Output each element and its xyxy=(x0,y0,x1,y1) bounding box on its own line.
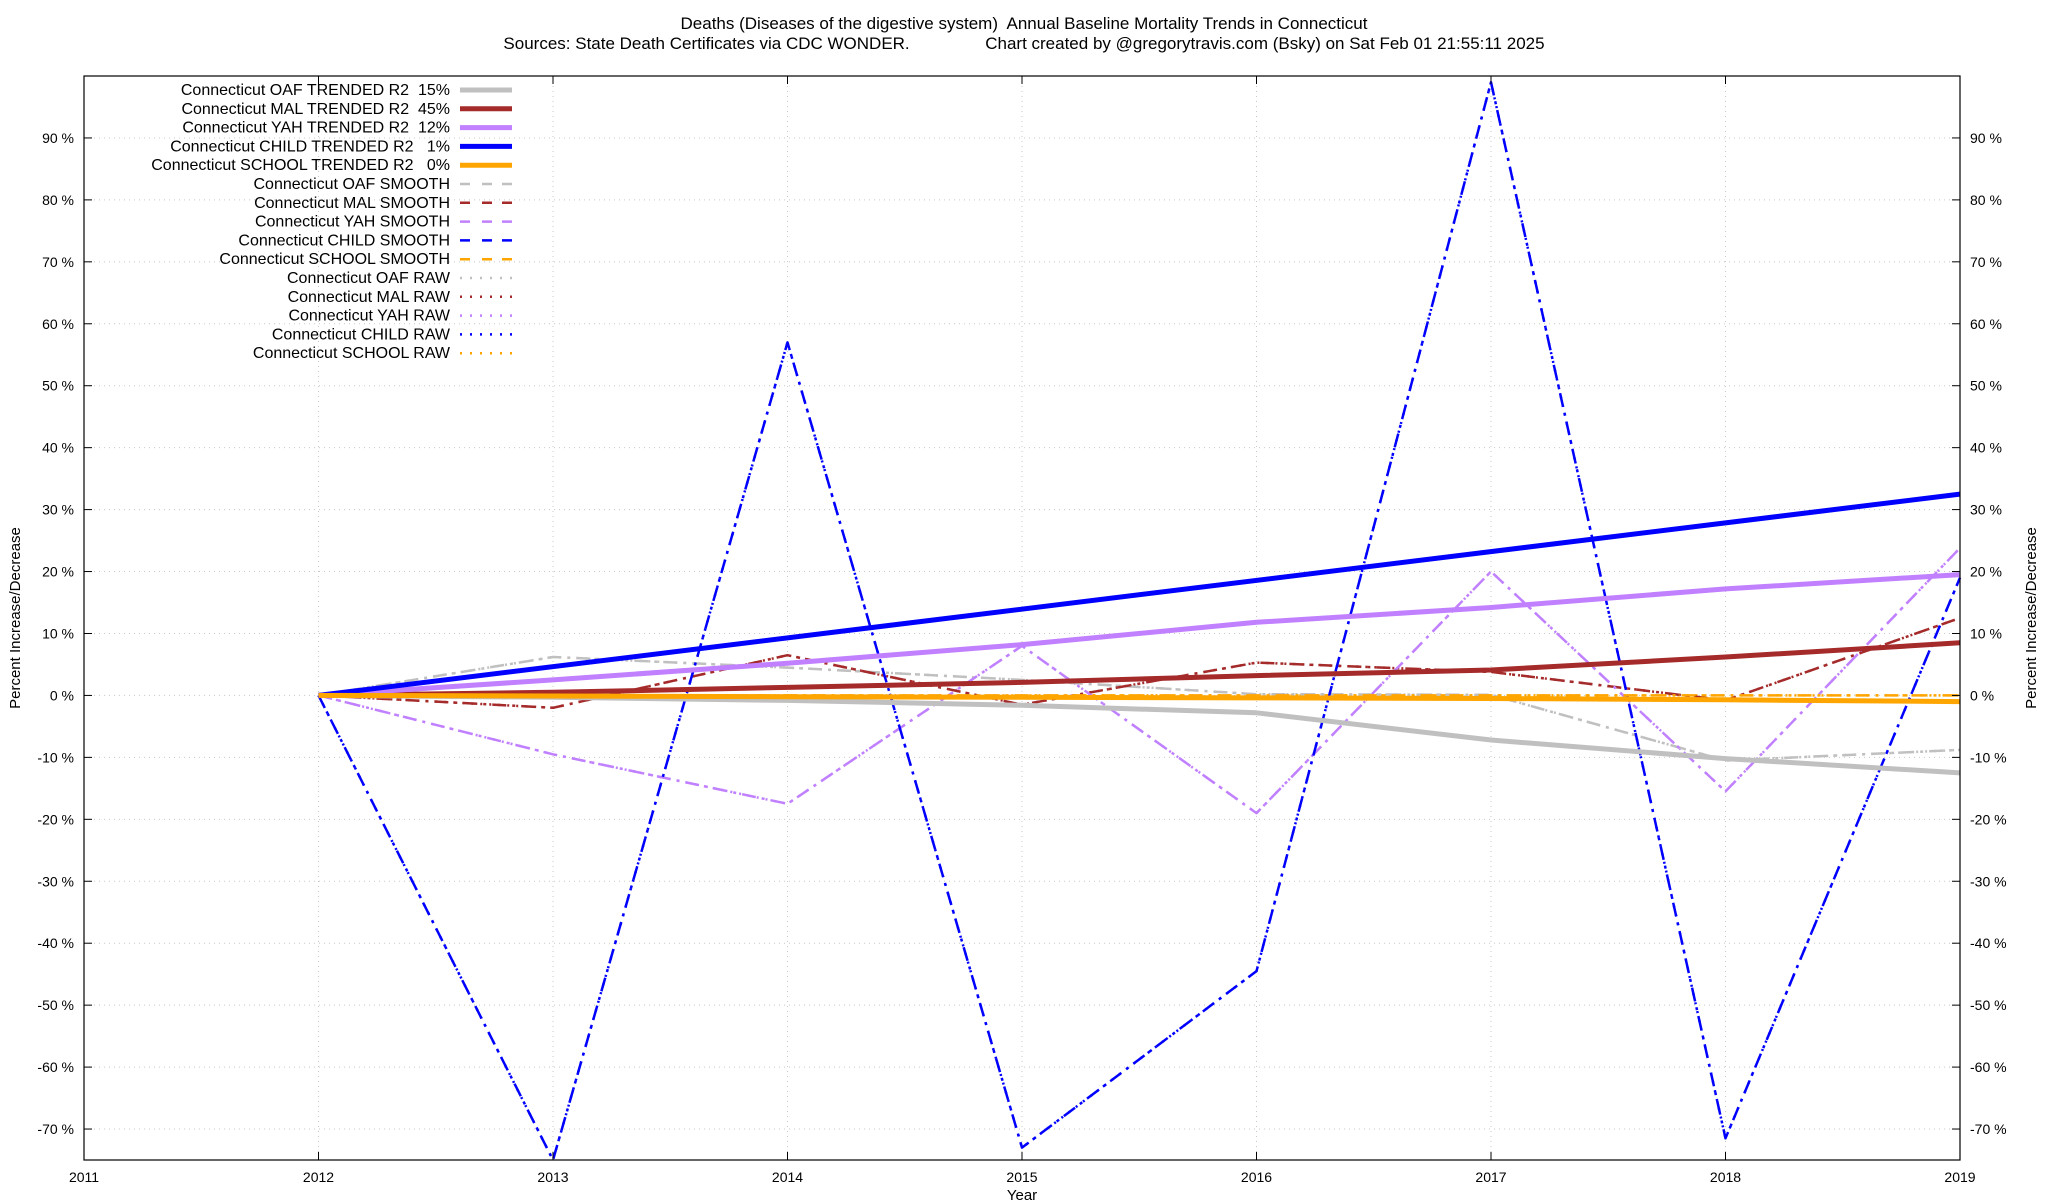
y-tick-label: -40 % xyxy=(37,935,74,951)
series-line-connecticut-child-smooth xyxy=(317,80,1962,1162)
y-tick-label: -30 % xyxy=(37,873,74,889)
y-axis-label: Percent Increase/Decrease xyxy=(7,527,24,709)
x-tick-label: 2012 xyxy=(303,1169,334,1185)
y2-tick-label: 50 % xyxy=(1970,378,2002,394)
x-tick-label: 2017 xyxy=(1475,1169,1506,1185)
x-tick-label: 2015 xyxy=(1006,1169,1037,1185)
series-line-connecticut-child-trended-r2-1 xyxy=(318,491,1961,698)
legend-label: Connecticut MAL SMOOTH xyxy=(254,195,450,212)
y-tick-label: 10 % xyxy=(42,625,74,641)
y2-tick-label: -60 % xyxy=(1970,1059,2007,1075)
y-tick-label: -20 % xyxy=(37,811,74,827)
legend: Connecticut OAF TRENDED R2 15% Connecticu… xyxy=(151,82,512,362)
y-tick-label: 70 % xyxy=(42,254,74,270)
y2-tick-label: 70 % xyxy=(1970,254,2002,270)
legend-label: Connecticut OAF SMOOTH xyxy=(254,176,451,193)
x-tick-label: 2018 xyxy=(1710,1169,1741,1185)
series-line-connecticut-child-raw xyxy=(317,80,1962,1162)
legend-label: Connecticut MAL RAW xyxy=(288,289,451,306)
x-tick-label: 2013 xyxy=(537,1169,568,1185)
y2-tick-label: -40 % xyxy=(1970,935,2007,951)
y2-tick-label: -50 % xyxy=(1970,997,2007,1013)
y2-tick-label: 60 % xyxy=(1970,316,2002,332)
legend-label: Connecticut OAF RAW xyxy=(287,270,451,287)
y-tick-label: 90 % xyxy=(42,130,74,146)
x-tick-label: 2016 xyxy=(1241,1169,1272,1185)
x-axis-label: Year xyxy=(1007,1187,1037,1200)
legend-label: Connecticut CHILD SMOOTH xyxy=(238,232,450,249)
legend-label: Connecticut SCHOOL SMOOTH xyxy=(219,251,450,268)
y-tick-label: 60 % xyxy=(42,316,74,332)
chart-title: Deaths (Diseases of the digestive system… xyxy=(680,14,1368,33)
y2-axis-label: Percent Increase/Decrease xyxy=(2023,527,2040,709)
y-tick-label: -60 % xyxy=(37,1059,74,1075)
y-tick-label: 50 % xyxy=(42,378,74,394)
legend-label: Connecticut YAH RAW xyxy=(288,308,450,325)
legend-label: Connecticut SCHOOL TRENDED R2 0% xyxy=(151,157,450,174)
y-tick-label: 80 % xyxy=(42,192,74,208)
y-tick-label: -10 % xyxy=(37,749,74,765)
y-tick-label: 40 % xyxy=(42,440,74,456)
y2-tick-label: 20 % xyxy=(1970,564,2002,580)
y2-tick-label: 90 % xyxy=(1970,130,2002,146)
y-tick-label: -70 % xyxy=(37,1121,74,1137)
y-tick-label: 20 % xyxy=(42,564,74,580)
legend-label: Connecticut YAH TRENDED R2 12% xyxy=(182,120,450,137)
y-tick-label: 30 % xyxy=(42,502,74,518)
y2-tick-label: 10 % xyxy=(1970,625,2002,641)
series-line-connecticut-oaf-trended-r2-15 xyxy=(318,692,1961,776)
legend-label: Connecticut CHILD TRENDED R2 1% xyxy=(170,138,450,155)
y2-tick-label: -30 % xyxy=(1970,873,2007,889)
y2-tick-label: -10 % xyxy=(1970,749,2007,765)
series-line-connecticut-mal-trended-r2-45 xyxy=(318,640,1961,698)
legend-label: Connecticut CHILD RAW xyxy=(272,326,451,343)
y2-tick-label: -70 % xyxy=(1970,1121,2007,1137)
legend-label: Connecticut OAF TRENDED R2 15% xyxy=(181,82,450,99)
series-line-connecticut-oaf-smooth xyxy=(318,655,1961,762)
y2-tick-label: -20 % xyxy=(1970,811,2007,827)
legend-label: Connecticut YAH SMOOTH xyxy=(255,214,450,231)
x-tick-label: 2011 xyxy=(69,1169,99,1185)
x-tick-label: 2014 xyxy=(772,1169,803,1185)
y2-tick-label: 30 % xyxy=(1970,502,2002,518)
y-tick-label: 0 % xyxy=(50,687,74,703)
y2-tick-label: 0 % xyxy=(1970,687,1994,703)
series-lines xyxy=(317,80,1962,1162)
legend-label: Connecticut MAL TRENDED R2 45% xyxy=(181,101,450,118)
chart-subtitle: Sources: State Death Certificates via CD… xyxy=(503,34,1545,53)
series-line-connecticut-yah-trended-r2-12 xyxy=(318,572,1961,698)
series-line-connecticut-school-trended-r2-0 xyxy=(318,692,1961,705)
legend-label: Connecticut SCHOOL RAW xyxy=(253,345,451,362)
y2-tick-label: 80 % xyxy=(1970,192,2002,208)
x-tick-label: 2019 xyxy=(1944,1169,1975,1185)
axis-ticks: 2011 2012 2013 2014 2015 2016 2017 2018 2019 -70 … xyxy=(37,76,2007,1185)
y-tick-label: -50 % xyxy=(37,997,74,1013)
y2-tick-label: 40 % xyxy=(1970,440,2002,456)
